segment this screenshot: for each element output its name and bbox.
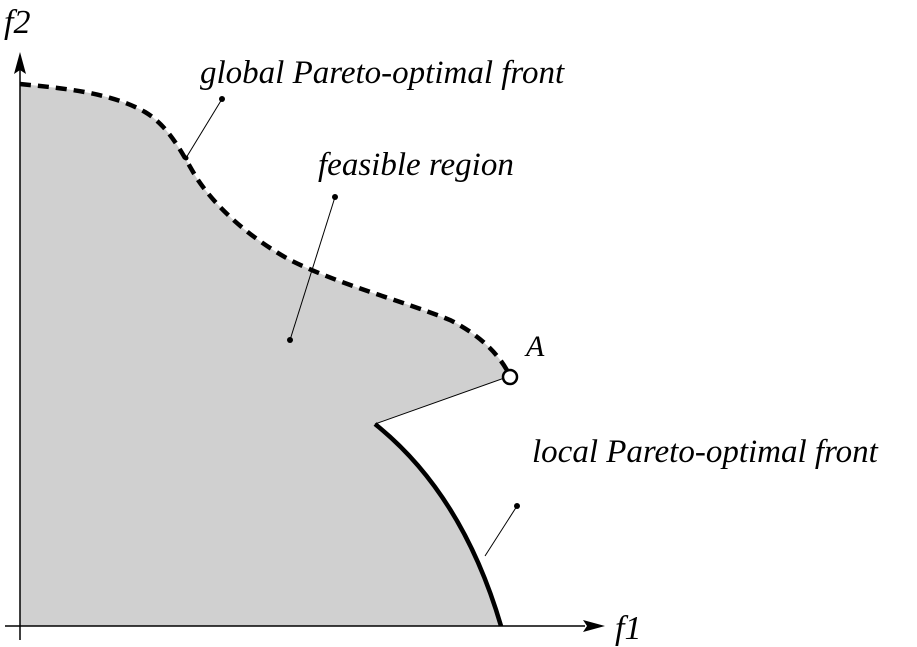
local-front-label: local Pareto-optimal front [532,434,879,470]
feasible-region-leader-anchor [287,337,293,343]
feasible-region-label: feasible region [318,147,514,183]
local-pareto-front [373,422,504,627]
x-axis-label: f1 [615,610,641,647]
feasible-region-leader-line [289,196,336,341]
y-axis-label: f2 [4,4,30,41]
y-axis-arrowhead [14,52,26,74]
feasible-region-leader-dot [332,194,338,200]
local-front-leader-dot [514,503,520,509]
point-a-marker [501,368,519,386]
global-front-leader-line [185,98,223,159]
global-front-leader-dot [219,96,225,102]
region-boundary-segment [374,375,511,425]
point-a-label: A [524,330,545,363]
global-front-leader-anchor [183,155,189,161]
global-pareto-front [19,81,513,377]
global-front-label: global Pareto-optimal front [200,55,565,91]
local-front-leader-line [484,505,518,557]
feasible-region-area [20,84,510,626]
x-axis-arrowhead [583,620,605,632]
